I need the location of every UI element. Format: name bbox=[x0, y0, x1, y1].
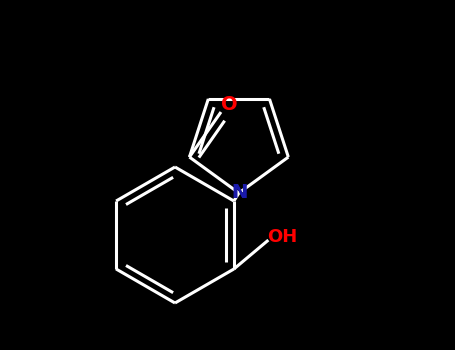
Text: OH: OH bbox=[267, 228, 298, 246]
Text: O: O bbox=[221, 94, 238, 113]
Text: N: N bbox=[231, 183, 247, 203]
Text: N: N bbox=[231, 183, 247, 203]
